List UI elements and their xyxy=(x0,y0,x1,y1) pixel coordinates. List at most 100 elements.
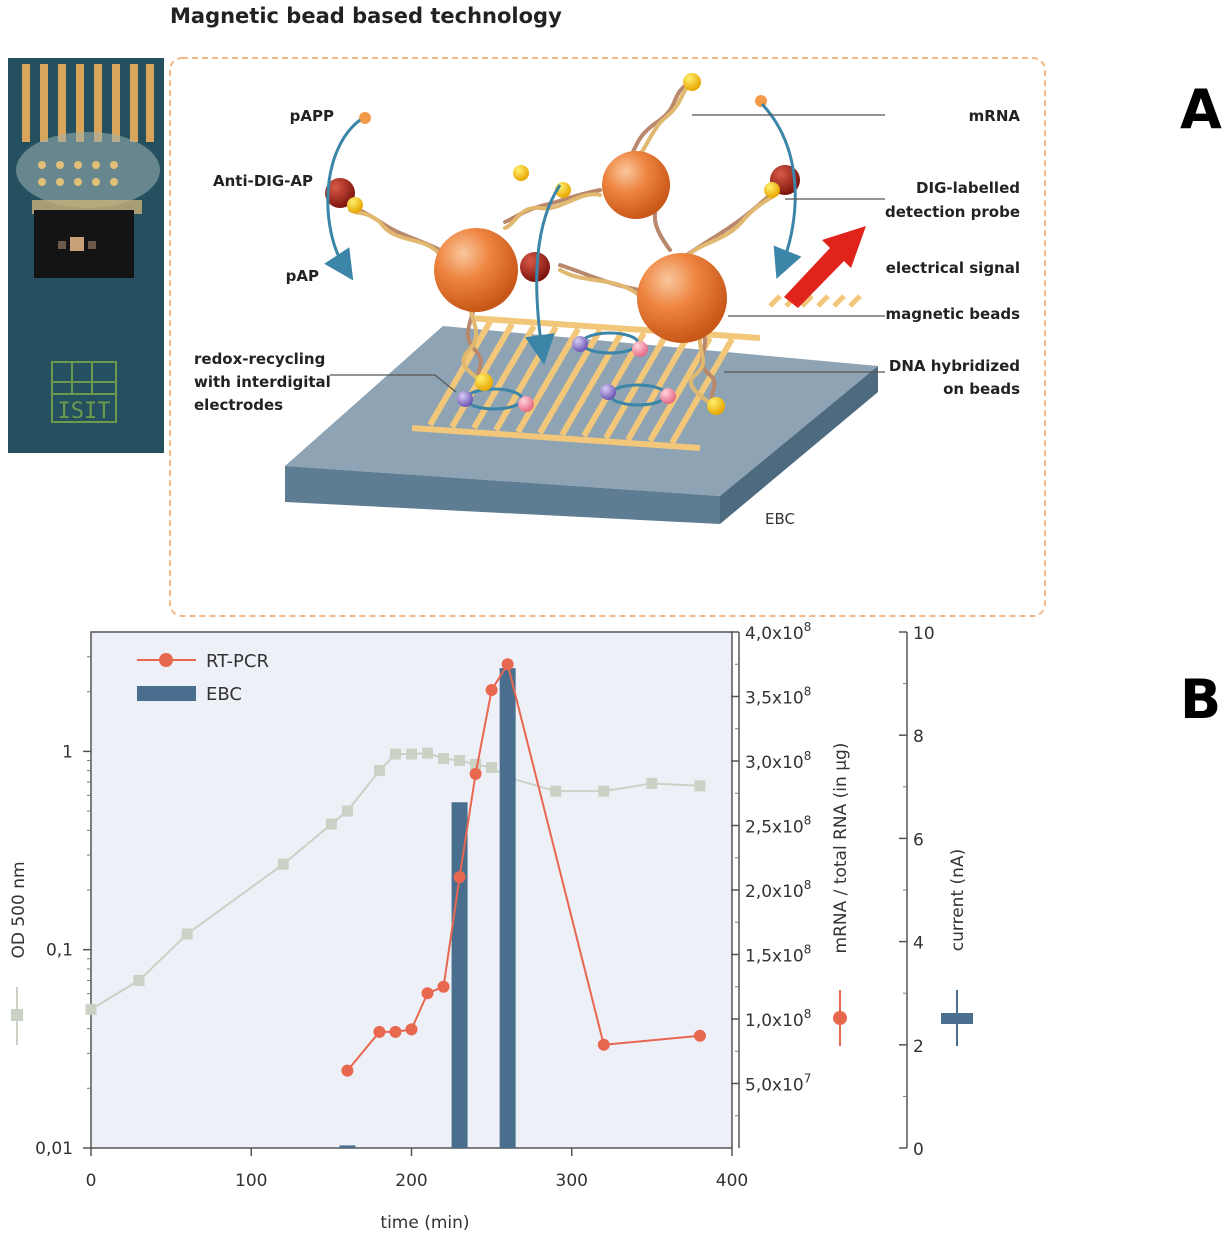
od-data-point xyxy=(598,785,610,797)
label-ebc: EBC xyxy=(765,510,795,528)
legend-item-ebc: EBC xyxy=(137,684,242,705)
ebc-chip xyxy=(285,326,878,524)
rt-pcr-data-point xyxy=(501,658,514,671)
schematic-frame xyxy=(169,57,1046,617)
label-redox-line3: electrodes xyxy=(194,396,283,414)
series-ebc xyxy=(339,668,516,1148)
x-tick-label: 300 xyxy=(556,1171,588,1191)
label-mrna: mRNA xyxy=(969,107,1021,125)
y-right-tick-label: 0 xyxy=(913,1140,924,1160)
y-mid-tick-label: 1,0x108 xyxy=(745,1007,811,1031)
od-data-point xyxy=(341,805,353,817)
ebc-bar xyxy=(451,802,468,1148)
label-electrical-signal: electrical signal xyxy=(886,259,1020,277)
rt-pcr-data-point xyxy=(485,684,498,697)
y-mid-tick-label: 2,0x108 xyxy=(745,878,811,902)
label-dig-line1: DIG-labelled xyxy=(916,179,1020,197)
od-data-point xyxy=(422,747,434,759)
y-right-tick-label: 4 xyxy=(913,934,924,954)
magnetic-beads xyxy=(434,151,727,343)
x-axis-title: time (min) xyxy=(380,1213,469,1233)
dig-labels xyxy=(347,73,780,415)
contact-lines xyxy=(768,294,862,308)
od-data-point xyxy=(325,818,337,830)
rt-pcr-data-point xyxy=(389,1025,402,1038)
od-data-point xyxy=(470,758,482,770)
ebc-bar xyxy=(499,668,516,1148)
figure-title: Magnetic bead based technology xyxy=(170,4,562,28)
y-mid-tick-label: 5,0x107 xyxy=(745,1072,811,1096)
od-data-point xyxy=(181,928,193,940)
chip-photo: ISIT xyxy=(8,58,164,453)
y-mid-tick-label: 1,5x108 xyxy=(745,943,811,967)
x-tick-label: 0 xyxy=(86,1171,97,1191)
y-right-tick-label: 6 xyxy=(913,830,924,850)
y-mid-tick-label: 4,0x108 xyxy=(745,620,811,644)
panel-letter-a: A xyxy=(1180,78,1222,141)
substrate-molecules xyxy=(359,95,767,124)
label-anti-dig-ap: Anti-DIG-AP xyxy=(213,172,313,190)
x-tick-label: 100 xyxy=(235,1171,267,1191)
y-right-tick-label: 10 xyxy=(913,624,935,644)
x-tick-label: 400 xyxy=(716,1171,748,1191)
y-left-tick-label: 1 xyxy=(62,742,73,762)
x-tick-label: 200 xyxy=(395,1171,427,1191)
chart-panel-b: 0 100 200 300 400 0,010,11 5,0x1071,0x1081,5… xyxy=(9,620,973,1233)
legend-label-rt-pcr: RT-PCR xyxy=(206,651,269,672)
label-papp: pAPP xyxy=(290,107,334,125)
y-axis-left-title: OD 500 nm xyxy=(9,861,29,958)
od-data-point xyxy=(550,785,562,797)
od-data-point xyxy=(133,974,145,986)
y-axis-right: 0 2 4 6 8 10 xyxy=(899,624,935,1160)
leader-lines xyxy=(330,114,885,393)
y-mid-tick-label: 3,0x108 xyxy=(745,749,811,773)
rt-pcr-data-point xyxy=(437,980,450,993)
od-data-point xyxy=(694,780,706,792)
label-dig-line2: detection probe xyxy=(885,203,1020,221)
y-mid-tick-label: 2,5x108 xyxy=(745,814,811,838)
isit-logo xyxy=(51,361,117,423)
rt-pcr-data-point xyxy=(453,871,466,884)
conversion-arrows xyxy=(324,102,802,365)
legend-label-ebc: EBC xyxy=(206,684,242,705)
od-data-point xyxy=(277,858,289,870)
y-axis-mid: 5,0x107 1,0x108 1,5x108 2,0x108 2,5x108 3,0x1… xyxy=(731,620,811,1148)
rt-pcr-data-point xyxy=(597,1038,610,1051)
label-redox-line1: redox-recycling xyxy=(194,350,325,368)
rt-pcr-data-point xyxy=(469,767,482,780)
panel-letter-b: B xyxy=(1180,668,1222,731)
od-data-point xyxy=(389,748,401,760)
chart-legend: RT-PCR EBC xyxy=(137,651,269,705)
label-redox-line2: with interdigital xyxy=(194,373,331,391)
y-axis-mid-title: mRNA / total RNA (in µg) xyxy=(831,743,851,954)
od-data-point xyxy=(486,761,498,773)
y-right-tick-label: 2 xyxy=(913,1037,924,1057)
electrical-signal-arrow xyxy=(784,226,866,308)
x-axis: 0 100 200 300 400 xyxy=(86,1148,748,1191)
label-dna-line2: on beads xyxy=(943,380,1020,398)
y-axis-left: 0,01 0,1 1 xyxy=(35,656,91,1159)
y-right-tick-label: 8 xyxy=(913,727,924,747)
isit-logo-text: ISIT xyxy=(58,399,111,424)
od-data-point xyxy=(454,754,466,766)
od-data-point xyxy=(373,765,385,777)
label-magnetic-beads: magnetic beads xyxy=(886,305,1021,323)
y-left-tick-label: 0,1 xyxy=(46,941,73,961)
rt-pcr-data-point xyxy=(405,1023,418,1036)
rt-pcr-data-point xyxy=(421,987,434,1000)
y-mid-tick-label: 3,5x108 xyxy=(745,685,811,709)
od-data-point xyxy=(438,753,450,765)
y-axis-right-title: current (nA) xyxy=(948,849,968,951)
rt-pcr-data-point xyxy=(341,1064,354,1077)
magnetic-bead xyxy=(434,228,518,312)
od-data-point xyxy=(406,748,417,760)
legend-item-rt-pcr: RT-PCR xyxy=(137,651,269,672)
rt-pcr-data-point xyxy=(693,1029,706,1042)
chip-contact-pads xyxy=(22,64,154,142)
series-rt-pcr xyxy=(341,658,706,1077)
plot-area xyxy=(90,631,733,1149)
y-left-tick-label: 0,01 xyxy=(35,1139,73,1159)
redox-molecules xyxy=(457,336,676,412)
mid-axis-series-key xyxy=(833,990,847,1046)
